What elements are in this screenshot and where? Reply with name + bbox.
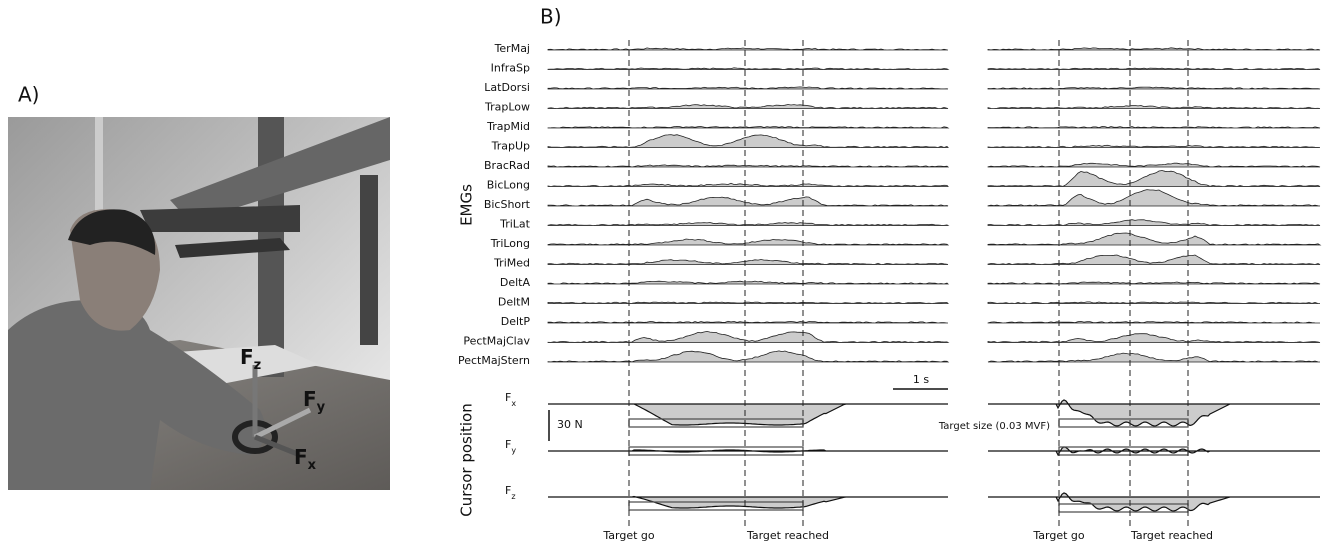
muscle-label: TriLat xyxy=(499,218,531,231)
force-label: Fy xyxy=(505,438,516,455)
force-scale-label: 30 N xyxy=(557,418,583,431)
frame-bar xyxy=(95,117,103,287)
emg-trace xyxy=(987,170,1321,187)
muscle-label: PectMajStern xyxy=(458,354,530,367)
muscle-label: BicLong xyxy=(487,179,530,192)
muscle-label: DeltP xyxy=(501,315,531,328)
muscle-label: DeltM xyxy=(498,296,530,309)
muscle-label: BicShort xyxy=(484,198,531,211)
emg-trace xyxy=(987,105,1321,109)
emg-trace xyxy=(547,67,950,70)
emg-trace xyxy=(547,222,950,226)
emg-trace xyxy=(987,189,1321,207)
emg-trace xyxy=(547,125,950,129)
force-label: Fx xyxy=(505,391,516,408)
force-label: Fy xyxy=(303,387,326,415)
event-label: Target go xyxy=(602,529,655,542)
muscle-label: TrapMid xyxy=(486,120,530,133)
force-main: F xyxy=(505,484,511,497)
emg-trace xyxy=(987,320,1320,324)
traces: TerMaj InfraSp LatDorsi TrapLow TrapMid TrapU… xyxy=(458,40,1322,526)
emg-trace xyxy=(987,144,1321,148)
frame-bar xyxy=(170,117,390,222)
emg-trace xyxy=(547,301,949,304)
force-trace xyxy=(548,449,948,453)
force-arrow xyxy=(253,407,312,440)
panel-label: B) xyxy=(540,5,562,29)
force-main: F xyxy=(505,391,511,404)
force-arrow xyxy=(254,434,301,458)
force-sub: y xyxy=(511,446,516,455)
person-hair xyxy=(68,209,156,255)
event-label: Target reached xyxy=(746,529,829,542)
emg-trace xyxy=(547,182,949,187)
muscle-label: BracRad xyxy=(484,159,530,172)
emg-trace xyxy=(987,219,1321,226)
muscle-label: DeltA xyxy=(500,276,531,289)
emg-trace xyxy=(547,238,950,246)
frame-bar xyxy=(175,238,290,258)
emg-trace xyxy=(987,232,1322,246)
target-box xyxy=(1058,503,1189,513)
muscle-label: TrapUp xyxy=(491,140,530,153)
force-sub: x xyxy=(511,399,516,408)
emg-trace xyxy=(547,47,949,51)
muscle-label: PectMajClav xyxy=(463,335,530,348)
emg-trace xyxy=(987,47,1321,51)
force-trace xyxy=(988,446,1320,457)
emg-trace xyxy=(987,301,1320,304)
emg-trace xyxy=(547,320,948,324)
force-label: Fz xyxy=(505,484,516,501)
emg-trace xyxy=(987,86,1321,90)
emg-trace xyxy=(547,330,950,343)
frame-bar xyxy=(360,175,378,345)
emg-trace xyxy=(547,350,950,363)
emg-trace xyxy=(987,162,1321,168)
frame-bar xyxy=(140,205,300,232)
force-label: Fx xyxy=(294,445,317,473)
person-body xyxy=(8,300,266,490)
emg-trace xyxy=(547,164,950,168)
time-scale-label: 1 s xyxy=(913,373,929,386)
emg-trace xyxy=(547,259,949,265)
muscle-label: LatDorsi xyxy=(484,81,530,94)
panel-label: A) xyxy=(18,83,39,107)
force-label: Fz xyxy=(240,345,261,373)
emg-trace xyxy=(987,281,1321,285)
muscle-label: TrapLow xyxy=(484,101,530,114)
force-trace xyxy=(548,403,948,426)
muscle-label: TriMed xyxy=(493,257,530,270)
force-sub: z xyxy=(511,492,515,501)
emg-trace xyxy=(987,67,1321,70)
force-trace xyxy=(988,492,1320,512)
force-main: F xyxy=(505,438,511,451)
emg-trace xyxy=(547,86,949,90)
muscle-label: InfraSp xyxy=(491,62,530,75)
emg-trace xyxy=(987,352,1321,363)
target-box xyxy=(628,501,804,511)
render-scene xyxy=(8,117,390,490)
muscle-label: TerMaj xyxy=(494,42,530,55)
event-label: Target go xyxy=(1032,529,1085,542)
emg-trace xyxy=(987,254,1321,265)
emg-trace xyxy=(547,104,949,109)
emg-trace xyxy=(547,196,949,207)
emg-trace xyxy=(987,126,1321,129)
target-size-label: Target size (0.03 MVF) xyxy=(938,421,1050,432)
axis-label: Cursor position xyxy=(458,403,476,517)
axis-label: EMGs xyxy=(458,184,476,226)
emg-trace xyxy=(547,280,950,285)
muscle-label: TriLong xyxy=(490,237,530,250)
emg-trace xyxy=(547,134,949,148)
force-trace xyxy=(988,399,1320,427)
event-label: Target reached xyxy=(1130,529,1213,542)
emg-trace xyxy=(987,333,1321,343)
